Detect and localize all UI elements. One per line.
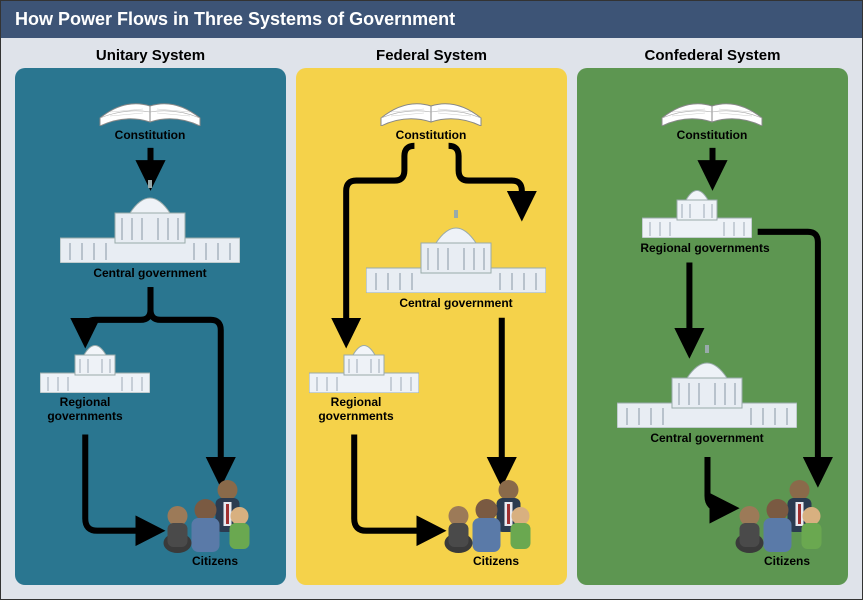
panel-title: Confederal System — [645, 47, 781, 64]
capitol-small-icon — [309, 333, 419, 393]
panel-body: Constitution Central government Regionalgo… — [296, 68, 567, 585]
capitol-small-icon — [642, 178, 752, 238]
book-icon — [376, 78, 486, 126]
node-label-region: Regionalgovernments — [311, 396, 401, 424]
panel-unitary: Unitary System Constitution Central govern… — [15, 41, 286, 585]
capitol-small-icon — [40, 333, 150, 393]
panel-confederal: Confederal System Constitution Regional go… — [577, 41, 848, 585]
node-label-region: Regionalgovernments — [40, 396, 130, 424]
panel-title: Unitary System — [96, 47, 205, 64]
capitol-large-icon — [617, 343, 797, 428]
node-label-const: Constitution — [115, 128, 186, 142]
people-icon — [158, 468, 253, 553]
node-label-central: Central government — [650, 431, 763, 445]
panel-federal: Federal System Constitution Central govern… — [296, 41, 567, 585]
diagram-title: How Power Flows in Three Systems of Gove… — [1, 1, 862, 38]
capitol-large-icon — [60, 178, 240, 263]
book-icon — [95, 78, 205, 126]
node-label-citiz: Citizens — [473, 554, 519, 568]
node-label-citiz: Citizens — [192, 554, 238, 568]
panels-row: Unitary System Constitution Central govern… — [15, 41, 848, 585]
people-icon — [730, 468, 825, 553]
node-label-region: Regional governments — [640, 241, 769, 255]
panel-body: Constitution Central government Regionalgo… — [15, 68, 286, 585]
node-label-const: Constitution — [396, 128, 467, 142]
node-label-citiz: Citizens — [764, 554, 810, 568]
node-label-const: Constitution — [677, 128, 748, 142]
capitol-large-icon — [366, 208, 546, 293]
node-label-central: Central government — [93, 266, 206, 280]
diagram-frame: How Power Flows in Three Systems of Gove… — [0, 0, 863, 600]
panel-body: Constitution Regional governments Central … — [577, 68, 848, 585]
panel-title: Federal System — [376, 47, 487, 64]
people-icon — [439, 468, 534, 553]
node-label-central: Central government — [399, 296, 512, 310]
book-icon — [657, 78, 767, 126]
